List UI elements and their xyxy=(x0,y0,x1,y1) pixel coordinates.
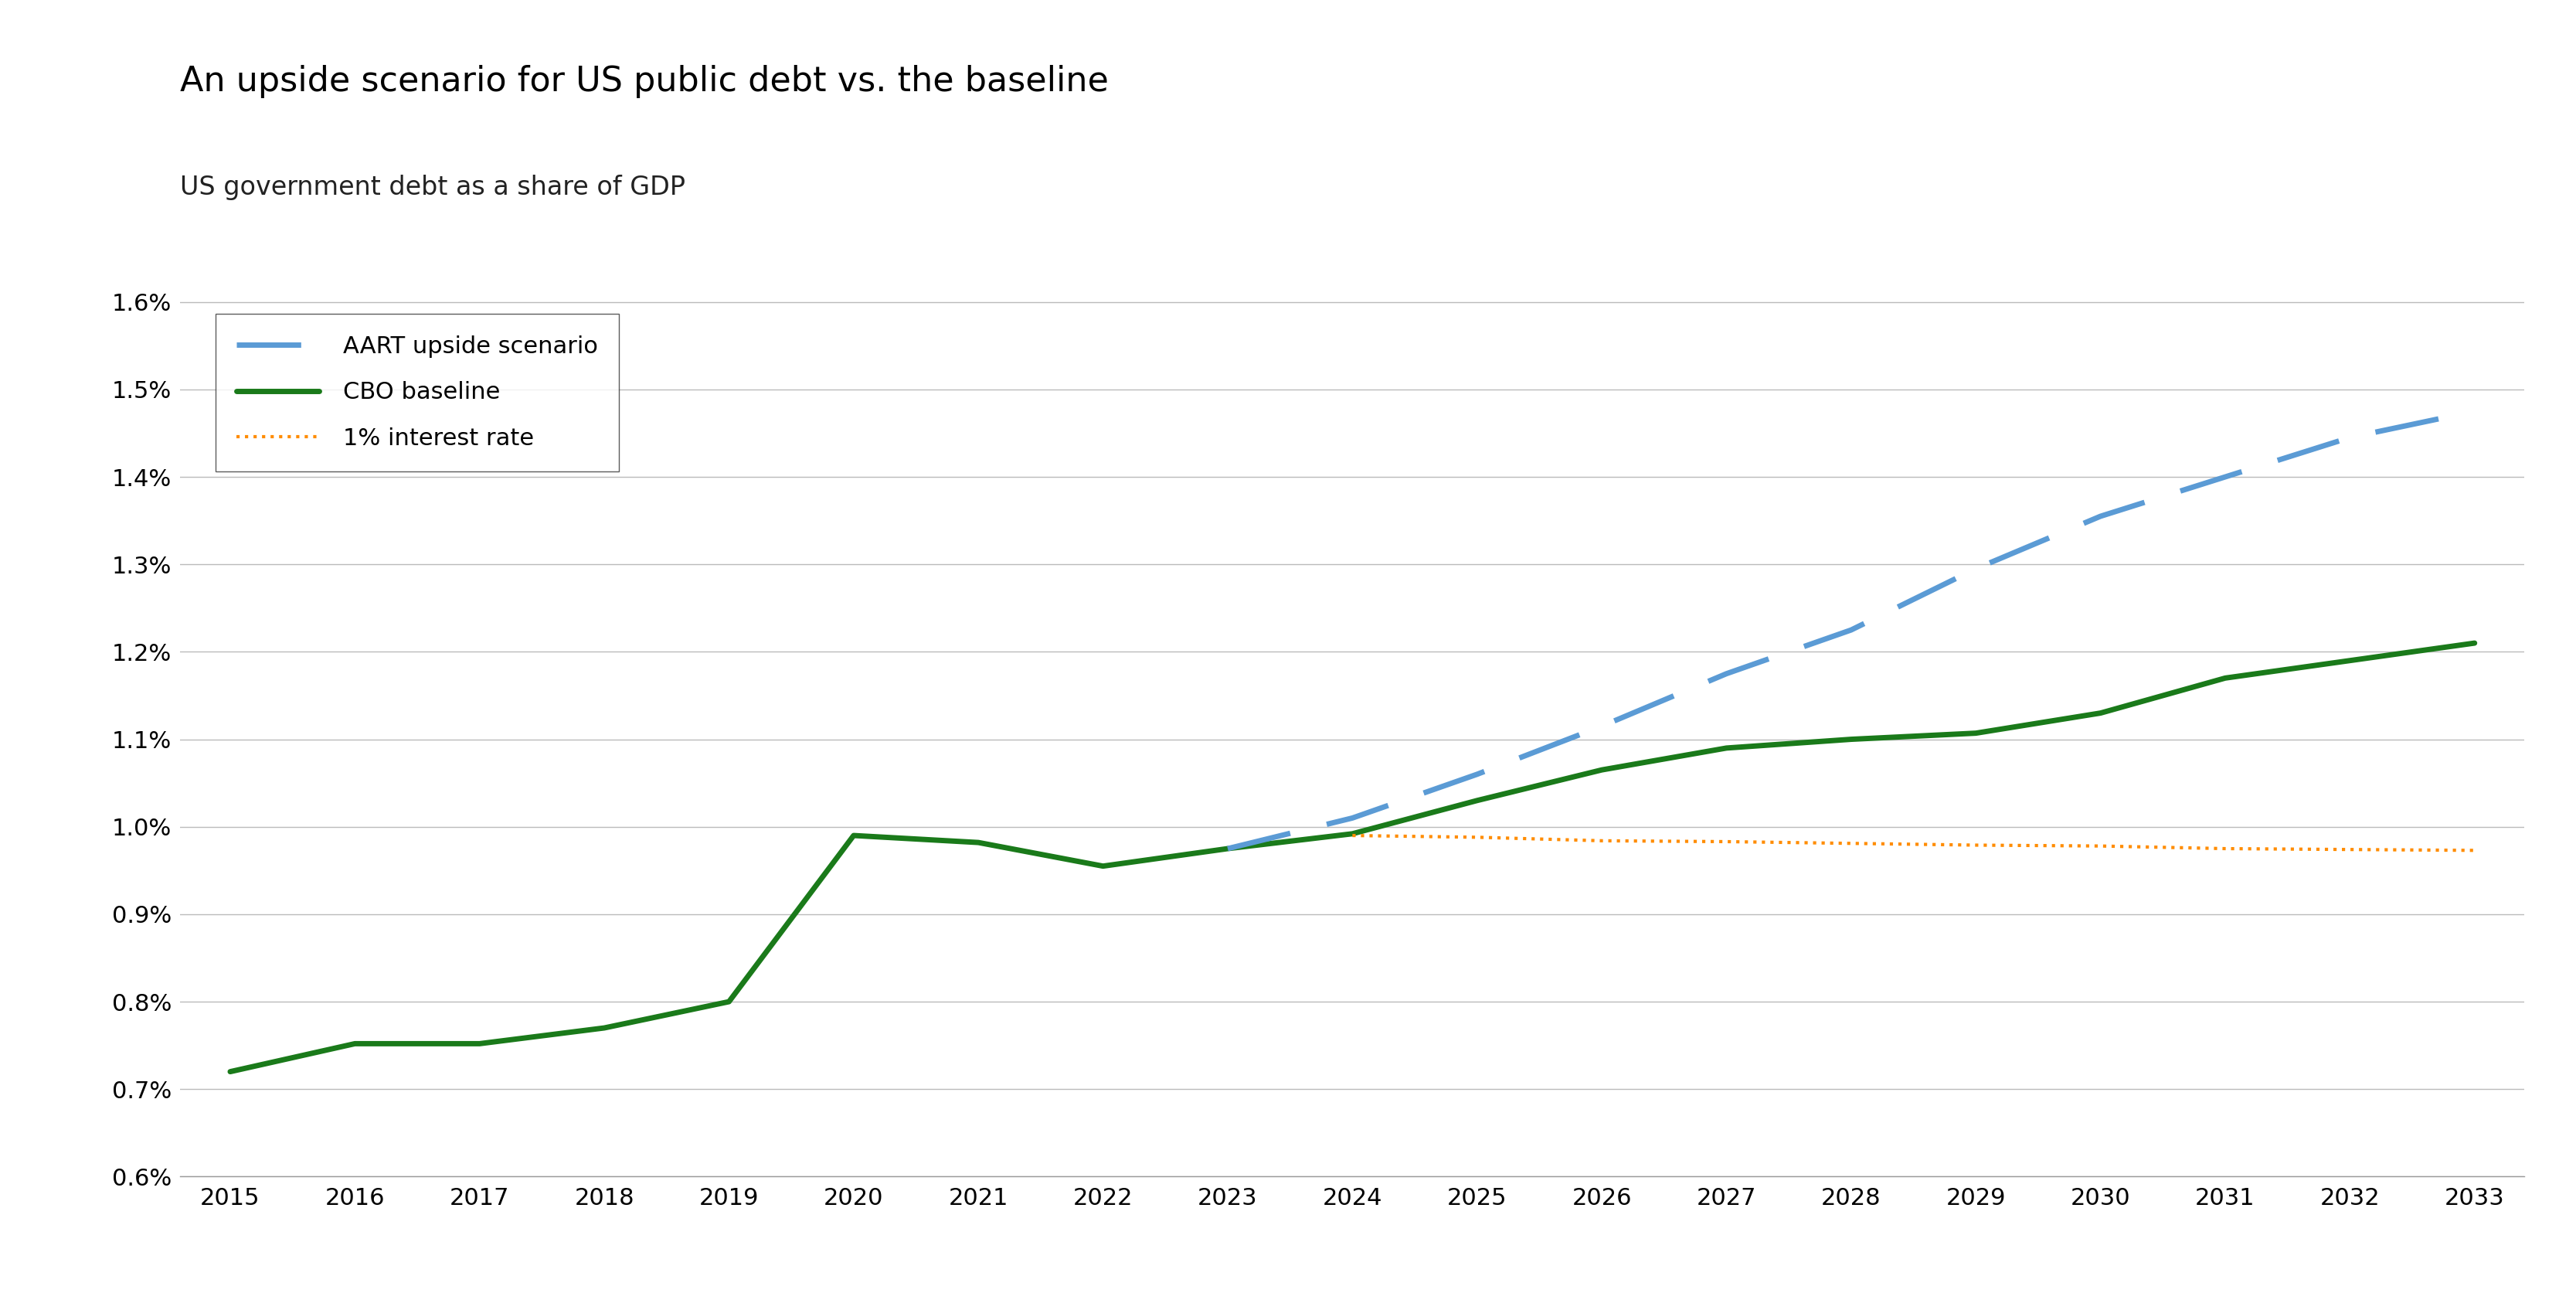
CBO baseline xyxy=(1213,840,1244,856)
1% interest rate xyxy=(2210,840,2241,856)
AART upside scenario xyxy=(1461,767,1492,782)
1% interest rate xyxy=(1960,838,1991,853)
CBO baseline xyxy=(1710,741,1741,756)
CBO baseline xyxy=(1960,725,1991,741)
1% interest rate xyxy=(1837,835,1868,851)
Line: CBO baseline: CBO baseline xyxy=(229,643,2476,1072)
Line: 1% interest rate: 1% interest rate xyxy=(1352,835,2476,851)
AART upside scenario xyxy=(2084,508,2115,524)
CBO baseline xyxy=(2210,670,2241,685)
Text: US government debt as a share of GDP: US government debt as a share of GDP xyxy=(180,175,685,200)
AART upside scenario xyxy=(1587,719,1618,734)
CBO baseline xyxy=(837,828,868,843)
CBO baseline xyxy=(590,1020,621,1036)
AART upside scenario xyxy=(1213,840,1244,856)
CBO baseline xyxy=(1837,732,1868,747)
CBO baseline xyxy=(2334,653,2365,668)
1% interest rate xyxy=(1337,828,1368,843)
1% interest rate xyxy=(2460,843,2491,859)
AART upside scenario xyxy=(2334,429,2365,445)
CBO baseline xyxy=(1587,762,1618,777)
AART upside scenario xyxy=(1837,622,1868,637)
Line: AART upside scenario: AART upside scenario xyxy=(1229,411,2476,848)
1% interest rate xyxy=(1587,833,1618,848)
AART upside scenario xyxy=(2210,469,2241,485)
CBO baseline xyxy=(2460,635,2491,650)
CBO baseline xyxy=(1337,826,1368,842)
1% interest rate xyxy=(1710,834,1741,850)
1% interest rate xyxy=(2084,838,2115,853)
AART upside scenario xyxy=(2460,403,2491,419)
CBO baseline xyxy=(2084,705,2115,720)
Text: An upside scenario for US public debt vs. the baseline: An upside scenario for US public debt vs… xyxy=(180,65,1108,98)
CBO baseline xyxy=(963,835,994,851)
Legend: AART upside scenario, CBO baseline, 1% interest rate: AART upside scenario, CBO baseline, 1% i… xyxy=(216,314,618,471)
CBO baseline xyxy=(1087,859,1118,874)
CBO baseline xyxy=(464,1036,495,1051)
AART upside scenario xyxy=(1337,811,1368,826)
CBO baseline xyxy=(1461,793,1492,808)
CBO baseline xyxy=(214,1064,245,1080)
CBO baseline xyxy=(340,1036,371,1051)
CBO baseline xyxy=(714,994,744,1010)
AART upside scenario xyxy=(1710,666,1741,681)
1% interest rate xyxy=(2334,842,2365,857)
AART upside scenario xyxy=(1960,561,1991,577)
1% interest rate xyxy=(1461,830,1492,846)
